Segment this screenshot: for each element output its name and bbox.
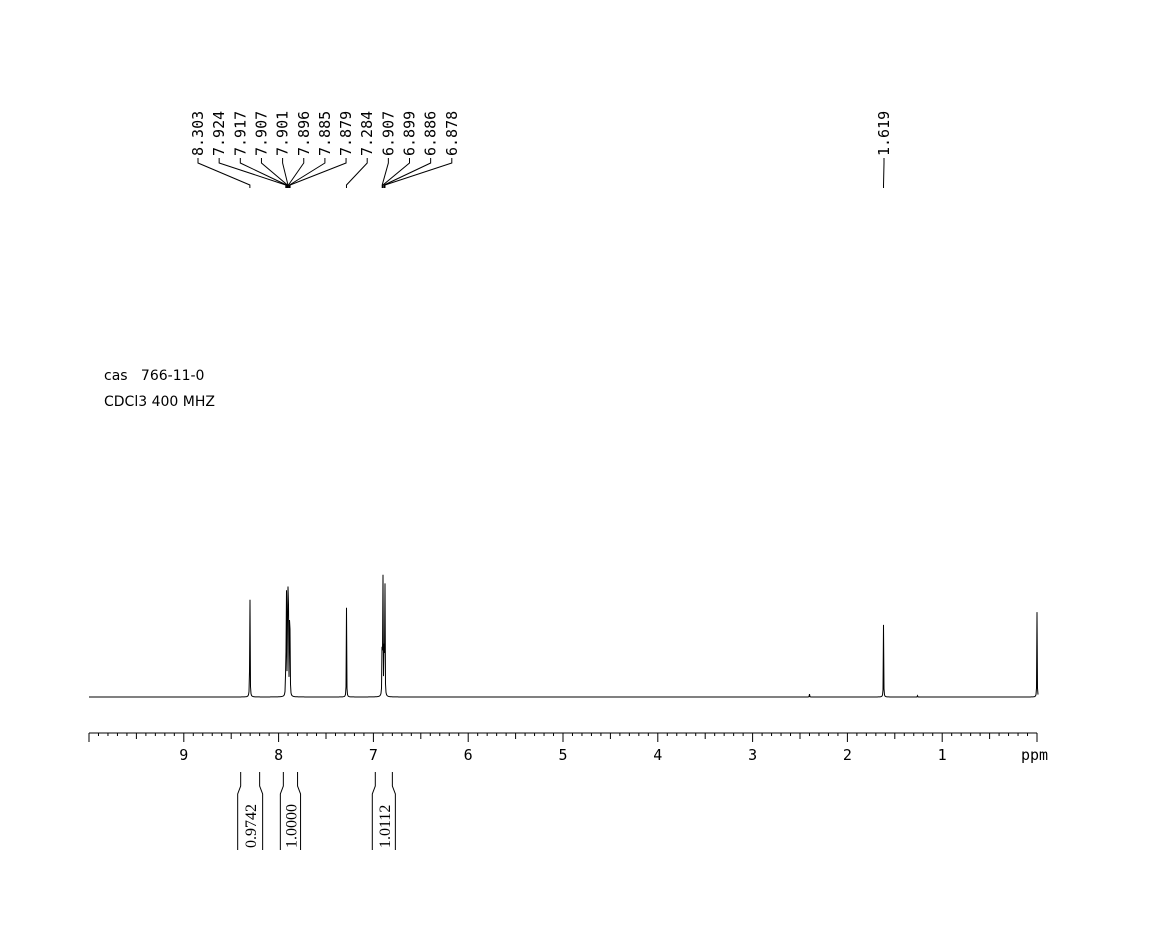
peak-connector-line bbox=[218, 158, 287, 188]
integral-bracket bbox=[371, 772, 396, 850]
spectrum-trace bbox=[89, 574, 1039, 698]
x-tick-label: 3 bbox=[748, 746, 757, 764]
peak-shift-label: 7.917 bbox=[231, 111, 249, 156]
integral-bracket bbox=[237, 772, 264, 850]
sample-cas-label: cas 766-11-0 bbox=[104, 368, 205, 384]
peak-shift-label: 7.924 bbox=[210, 111, 228, 156]
integral-group: 0.9742 1.0000 1.0112 bbox=[237, 772, 396, 850]
peak-shift-label: 6.886 bbox=[422, 111, 440, 156]
x-tick-label: 4 bbox=[653, 746, 662, 764]
peak-connector-line bbox=[239, 158, 287, 188]
peak-shift-label: 7.284 bbox=[358, 111, 376, 156]
peak-connector-line bbox=[345, 158, 368, 188]
integral-value-label: 0.9742 bbox=[243, 804, 260, 848]
peak-shift-label: 7.885 bbox=[316, 111, 334, 156]
x-tick-label: 8 bbox=[274, 746, 283, 764]
peak-connector-line bbox=[197, 158, 251, 188]
peak-shift-label: 6.878 bbox=[443, 111, 461, 156]
peak-connector-line bbox=[381, 158, 389, 188]
peak-shift-label: 7.896 bbox=[295, 111, 313, 156]
peak-shift-label: 7.879 bbox=[337, 111, 355, 156]
integral-value-label: 1.0112 bbox=[377, 805, 394, 848]
x-tick-label: 1 bbox=[938, 746, 947, 764]
peak-connector-line bbox=[289, 158, 347, 188]
integral-bracket bbox=[279, 772, 302, 850]
x-tick-label: 5 bbox=[558, 746, 567, 764]
peak-connector-line bbox=[260, 158, 288, 188]
sample-solvent-label: CDCl3 400 MHZ bbox=[104, 394, 215, 410]
peak-connector-line bbox=[384, 158, 453, 188]
x-axis: 9 8 7 6 5 4 3 2 1 ppm bbox=[88, 732, 1048, 764]
peak-connector-line bbox=[289, 158, 326, 188]
peak-connector-line bbox=[383, 158, 432, 188]
peak-shift-label: 6.899 bbox=[401, 111, 419, 156]
x-tick-label: 6 bbox=[464, 746, 473, 764]
peak-label-group: 8.303 7.924 7.917 7.907 7.901 7.896 7.885 7.879… bbox=[189, 111, 893, 188]
peak-connector-line bbox=[287, 158, 305, 188]
peak-shift-label: 7.907 bbox=[252, 111, 270, 156]
x-tick-label: 2 bbox=[843, 746, 852, 764]
x-axis-label: ppm bbox=[1021, 746, 1048, 764]
x-tick-label: 9 bbox=[179, 746, 188, 764]
peak-connector-line bbox=[382, 158, 410, 188]
peak-shift-label: 1.619 bbox=[875, 111, 893, 156]
peak-shift-label: 6.907 bbox=[379, 111, 397, 156]
x-tick-label: 7 bbox=[369, 746, 378, 764]
peak-shift-label: 7.901 bbox=[274, 111, 292, 156]
peak-shift-label: 8.303 bbox=[189, 111, 207, 156]
integral-value-label: 1.0000 bbox=[283, 804, 300, 848]
